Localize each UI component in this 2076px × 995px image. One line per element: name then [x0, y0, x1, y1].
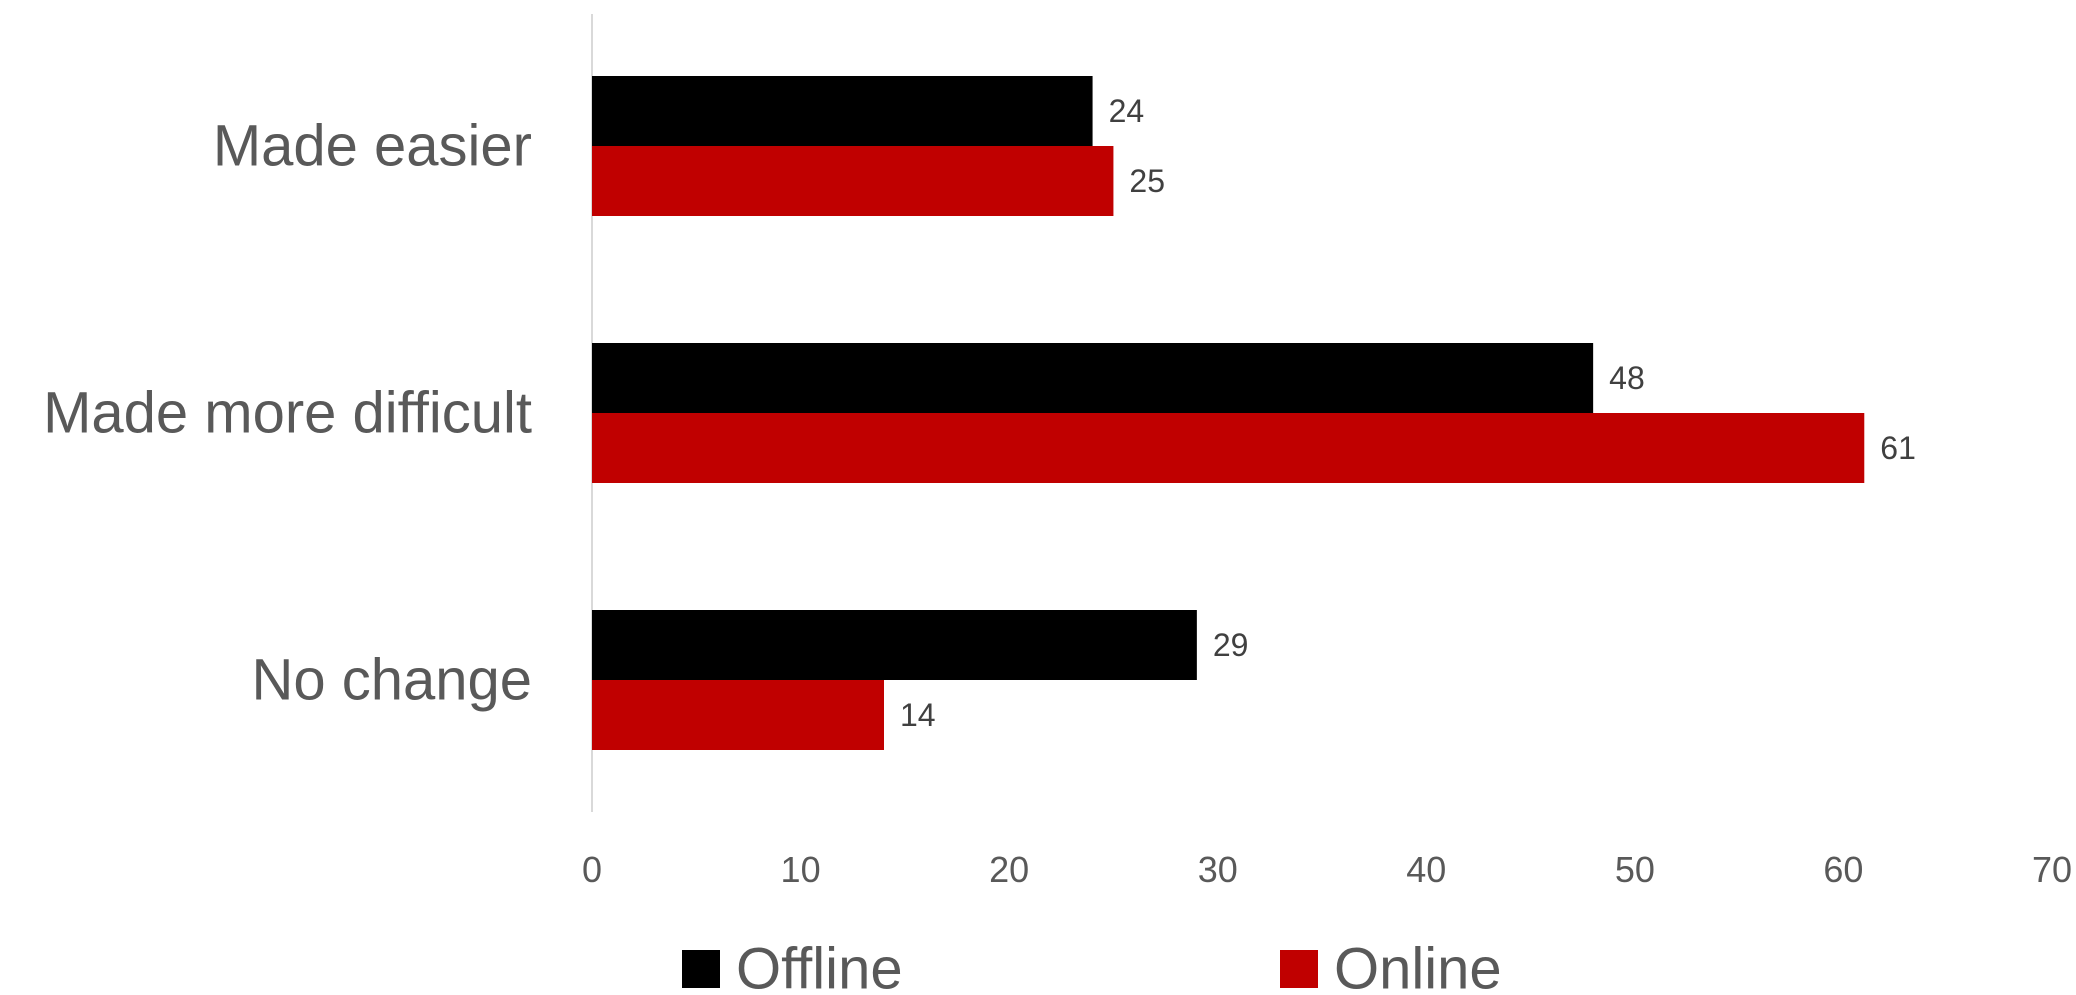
x-tick-label: 50	[1615, 849, 1655, 890]
x-tick-label: 60	[1823, 849, 1863, 890]
bar-offline	[592, 610, 1197, 680]
data-label-offline: 24	[1109, 93, 1145, 129]
data-label-offline: 48	[1609, 360, 1645, 396]
data-label-online: 14	[900, 697, 936, 733]
data-label-online: 25	[1129, 163, 1165, 199]
bar-online	[592, 413, 1865, 483]
bar-offline	[592, 76, 1093, 146]
bar-online	[592, 146, 1114, 216]
legend-label-offline: Offline	[736, 937, 903, 991]
legend-swatch-offline	[682, 950, 720, 988]
bar-online	[592, 680, 884, 750]
legend-label-online: Online	[1334, 937, 1502, 991]
data-label-online: 61	[1880, 430, 1916, 466]
x-tick-label: 0	[582, 849, 602, 890]
x-tick-label: 10	[781, 849, 821, 890]
legend-swatch-online	[1280, 950, 1318, 988]
x-tick-label: 20	[989, 849, 1029, 890]
bar-offline	[592, 343, 1594, 413]
data-label-offline: 29	[1213, 627, 1249, 663]
category-label: No change	[251, 648, 532, 713]
x-tick-label: 30	[1198, 849, 1238, 890]
category-label: Made easier	[213, 114, 532, 179]
x-tick-label: 70	[2032, 849, 2072, 890]
x-tick-label: 40	[1406, 849, 1446, 890]
category-label: Made more difficult	[43, 381, 532, 446]
